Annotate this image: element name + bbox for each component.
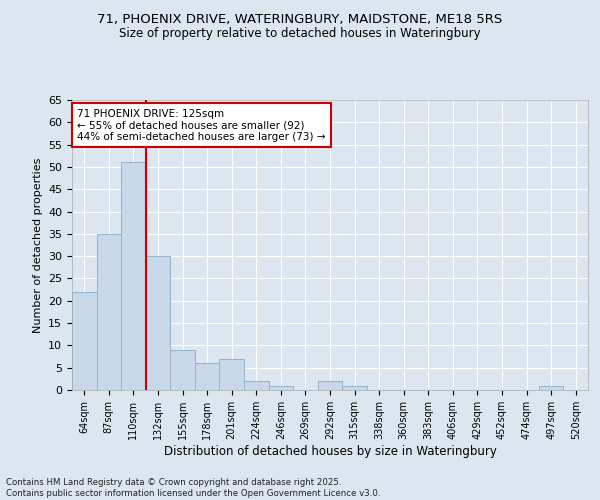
Bar bbox=[269, 386, 293, 390]
Bar bbox=[170, 350, 195, 390]
Text: 71, PHOENIX DRIVE, WATERINGBURY, MAIDSTONE, ME18 5RS: 71, PHOENIX DRIVE, WATERINGBURY, MAIDSTO… bbox=[97, 12, 503, 26]
Bar bbox=[72, 292, 97, 390]
Bar bbox=[318, 381, 342, 390]
Bar bbox=[342, 386, 367, 390]
Bar bbox=[97, 234, 121, 390]
Text: Contains HM Land Registry data © Crown copyright and database right 2025.
Contai: Contains HM Land Registry data © Crown c… bbox=[6, 478, 380, 498]
Bar bbox=[220, 359, 244, 390]
X-axis label: Distribution of detached houses by size in Wateringbury: Distribution of detached houses by size … bbox=[164, 444, 496, 458]
Bar bbox=[195, 363, 220, 390]
Text: Size of property relative to detached houses in Wateringbury: Size of property relative to detached ho… bbox=[119, 28, 481, 40]
Text: 71 PHOENIX DRIVE: 125sqm
← 55% of detached houses are smaller (92)
44% of semi-d: 71 PHOENIX DRIVE: 125sqm ← 55% of detach… bbox=[77, 108, 326, 142]
Bar bbox=[146, 256, 170, 390]
Bar bbox=[121, 162, 146, 390]
Bar bbox=[244, 381, 269, 390]
Bar bbox=[539, 386, 563, 390]
Y-axis label: Number of detached properties: Number of detached properties bbox=[32, 158, 43, 332]
